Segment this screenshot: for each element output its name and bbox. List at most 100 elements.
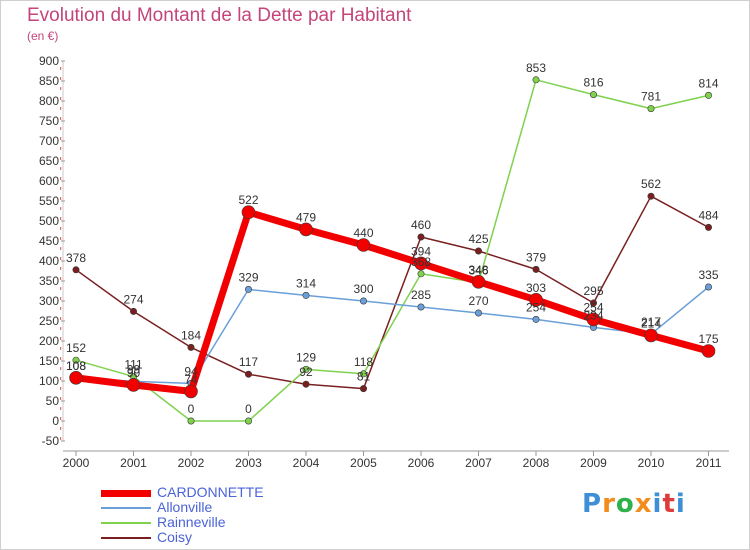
data-point-coisy: [245, 370, 253, 378]
x-tick-label: 2003: [235, 456, 262, 470]
data-label-coisy: 92: [299, 365, 313, 379]
data-point-coisy: [474, 247, 482, 255]
data-point-cardonnette: [126, 378, 141, 392]
data-label-coisy: 484: [698, 208, 718, 222]
y-axis-minor-mark: [60, 137, 62, 140]
data-label-coisy: 184: [181, 328, 201, 342]
data-point-cardonnette: [414, 256, 428, 271]
data-label-rainneville: 118: [354, 355, 373, 369]
data-label-allonville: 285: [411, 288, 431, 302]
data-point-coisy: [417, 233, 425, 241]
y-axis-minor-mark: [60, 407, 62, 410]
y-axis-minor-mark: [60, 207, 62, 210]
data-point-rainneville: [647, 105, 655, 113]
brand-logo: Proxiti: [582, 489, 686, 519]
data-point-coisy: [72, 266, 80, 274]
logo-letter: t: [662, 489, 676, 519]
x-tick-label: 2001: [120, 456, 147, 470]
data-label-coisy: 274: [123, 292, 143, 306]
data-point-cardonnette: [356, 238, 371, 252]
logo-letter: P: [582, 489, 603, 519]
y-axis-minor-mark: [60, 327, 62, 330]
data-label-coisy: 81: [357, 370, 371, 384]
y-axis-minor-mark: [60, 117, 62, 120]
x-tick-label: 2006: [408, 456, 435, 470]
data-point-allonville: [417, 303, 425, 311]
data-point-rainneville: [359, 370, 367, 378]
y-axis-minor-mark: [60, 187, 62, 190]
data-label-cardonnette: 522: [238, 193, 258, 207]
x-tick-label: 2007: [465, 456, 492, 470]
y-tick-label: 700: [39, 134, 59, 148]
data-label-allonville: 254: [526, 300, 546, 314]
y-tick-label: 850: [39, 74, 59, 88]
legend-swatch: [101, 507, 151, 509]
data-label-coisy: 295: [583, 284, 603, 298]
data-label-cardonnette: 479: [296, 210, 316, 224]
data-point-cardonnette: [299, 222, 313, 237]
data-label-rainneville: 853: [526, 61, 546, 75]
y-axis-minor-mark: [60, 277, 62, 280]
data-point-cardonnette: [701, 344, 716, 358]
y-axis-minor-mark: [60, 167, 62, 170]
data-label-rainneville: 346: [468, 264, 488, 278]
data-label-cardonnette: 440: [353, 226, 373, 240]
y-tick-label: 150: [39, 354, 59, 368]
data-label-allonville: 217: [641, 315, 661, 329]
y-tick-label: 300: [39, 294, 59, 308]
y-axis-minor-mark: [60, 377, 62, 380]
data-label-rainneville: 129: [296, 350, 316, 364]
y-axis-minor-mark: [60, 107, 62, 110]
logo-letter: x: [634, 489, 653, 519]
y-axis-minor-mark: [60, 437, 62, 440]
data-label-coisy: 117: [239, 355, 258, 369]
data-label-cardonnette: 74: [184, 372, 198, 386]
chart-subtitle: (en €): [27, 29, 59, 43]
series-line-allonville: [75, 286, 710, 385]
y-axis-minor-mark: [60, 397, 62, 400]
data-point-coisy: [589, 299, 597, 307]
data-point-rainneville: [245, 417, 253, 425]
data-point-coisy: [647, 192, 655, 200]
y-tick-label: 100: [39, 374, 59, 388]
y-axis-minor-mark: [60, 157, 62, 160]
y-tick-label: 400: [39, 254, 59, 268]
data-point-coisy: [704, 223, 712, 231]
x-tick-label: 2002: [178, 456, 205, 470]
data-label-coisy: 379: [526, 250, 546, 264]
y-tick-label: 250: [39, 314, 59, 328]
y-tick-label: 450: [39, 234, 59, 248]
legend-label: Allonville: [157, 499, 213, 515]
x-tick-label: 2005: [350, 456, 377, 470]
data-point-allonville: [474, 309, 482, 317]
data-label-allonville: 234: [583, 308, 603, 322]
series-line-rainneville: [75, 79, 710, 422]
y-axis-minor-mark: [60, 247, 62, 250]
data-point-coisy: [187, 343, 195, 351]
data-label-cardonnette: 394: [411, 244, 431, 258]
data-label-rainneville: 0: [245, 402, 252, 416]
series-line-coisy: [75, 195, 710, 390]
data-point-coisy: [532, 265, 540, 273]
y-axis-minor-mark: [60, 267, 62, 270]
data-point-cardonnette: [644, 328, 658, 343]
data-point-rainneville: [532, 76, 540, 84]
x-tick-label: 2000: [63, 456, 90, 470]
y-tick-label: 200: [39, 334, 59, 348]
legend-label: Coisy: [157, 529, 193, 545]
y-axis-minor-mark: [60, 177, 62, 180]
data-point-allonville: [704, 283, 712, 291]
data-point-cardonnette: [529, 292, 543, 307]
data-point-rainneville: [302, 365, 310, 373]
y-axis-minor-mark: [60, 147, 62, 150]
y-axis-minor-mark: [60, 297, 62, 300]
data-label-rainneville: 814: [698, 76, 718, 90]
logo-letter: i: [675, 489, 686, 519]
data-label-rainneville: 111: [124, 358, 143, 372]
data-point-coisy: [130, 307, 138, 315]
data-label-coisy: 425: [468, 232, 488, 246]
y-axis-minor-mark: [60, 417, 62, 420]
data-point-allonville: [359, 297, 367, 305]
data-point-cardonnette: [241, 205, 256, 219]
